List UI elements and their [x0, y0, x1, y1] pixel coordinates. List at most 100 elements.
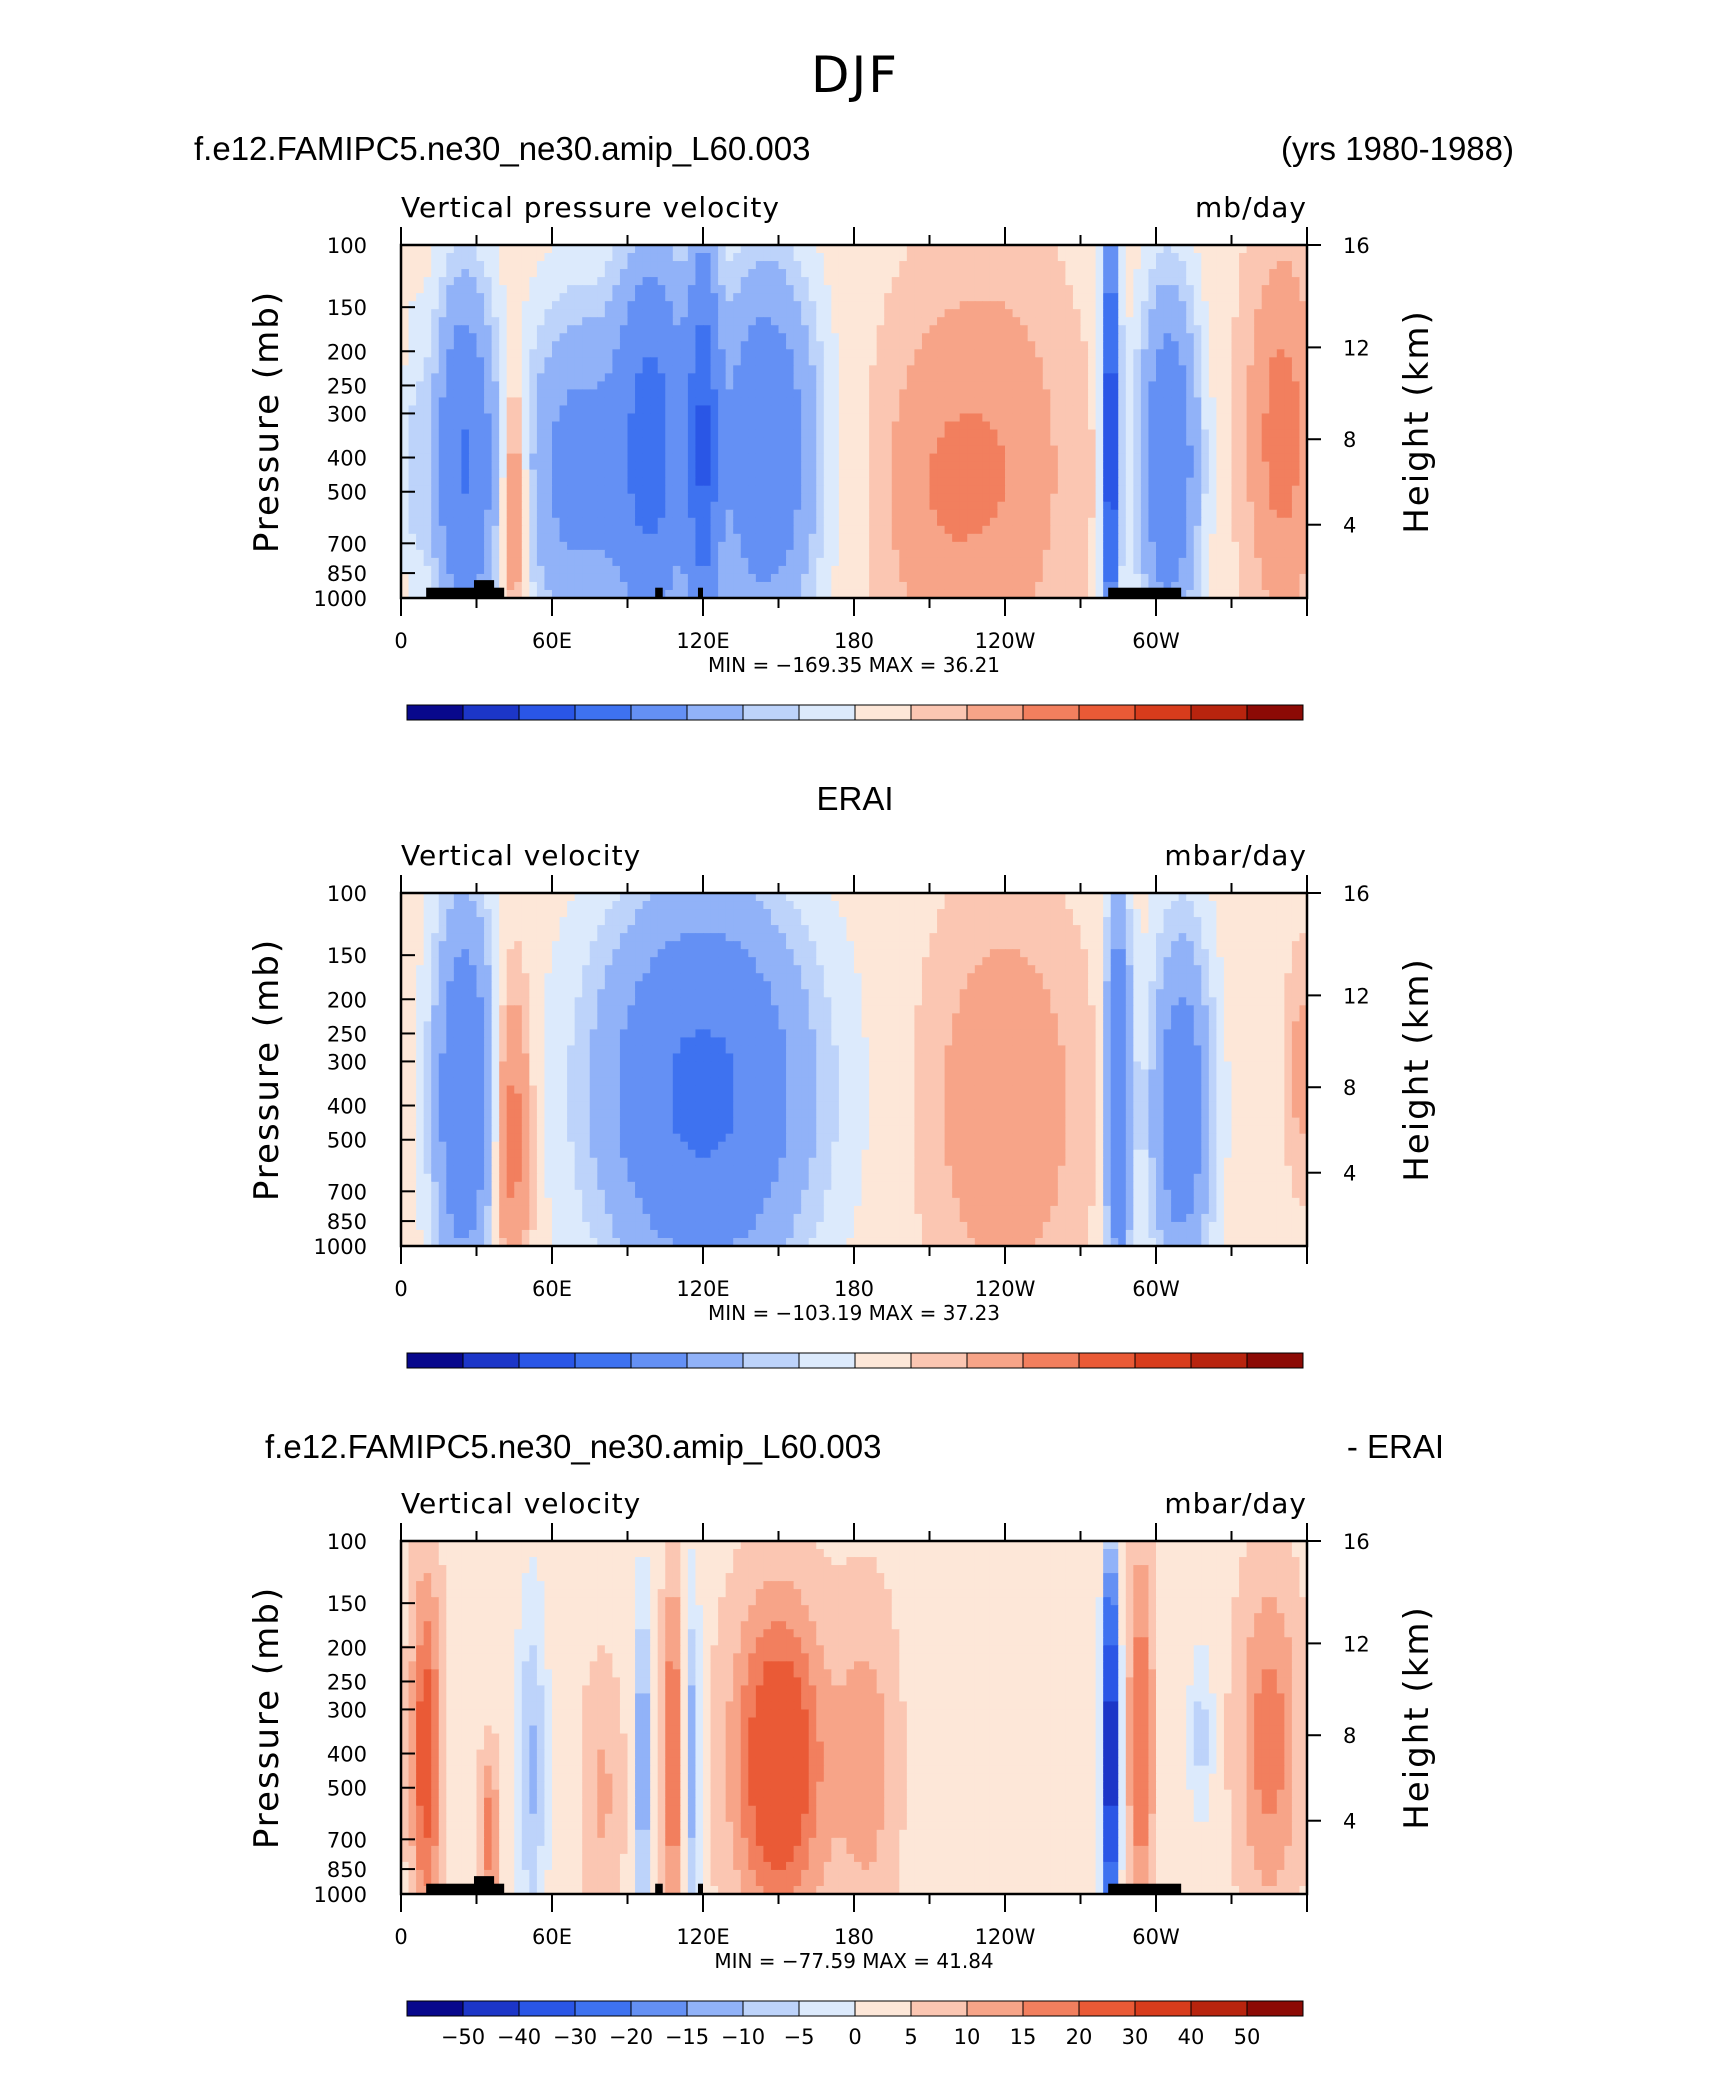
field-cell — [974, 445, 983, 455]
field-cell — [831, 365, 840, 374]
field-cell — [778, 397, 787, 407]
field-cell — [416, 261, 425, 270]
field-cell — [544, 341, 553, 350]
field-cell — [1201, 309, 1210, 318]
field-cell — [559, 525, 568, 535]
field-cell — [408, 261, 417, 270]
field-cell — [793, 397, 802, 407]
field-cell — [1035, 269, 1044, 278]
field-cell — [937, 501, 946, 511]
field-cell — [846, 373, 855, 382]
field-cell — [529, 413, 538, 423]
field-cell — [846, 389, 855, 399]
field-cell — [529, 357, 538, 366]
field-cell — [1057, 277, 1066, 286]
field-cell — [1269, 365, 1278, 374]
field-cell — [725, 333, 734, 342]
field-cell — [733, 365, 742, 374]
field-cell — [823, 573, 832, 583]
field-cell — [959, 405, 968, 415]
field-cell — [793, 573, 802, 583]
field-cell — [1148, 517, 1157, 527]
field-cell — [1140, 477, 1150, 487]
field-cell — [1095, 501, 1104, 511]
field-cell — [997, 405, 1006, 415]
field-cell — [431, 437, 440, 447]
field-cell — [1269, 333, 1278, 342]
field-cell — [1254, 509, 1263, 519]
field-cell — [567, 501, 576, 511]
field-cell — [1254, 373, 1263, 382]
field-cell — [416, 429, 425, 439]
field-cell — [695, 309, 704, 318]
field-cell — [748, 261, 757, 270]
field-cell — [816, 285, 825, 294]
field-cell — [1088, 389, 1097, 399]
field-cell — [1208, 245, 1217, 254]
field-cell — [906, 533, 915, 543]
field-cell — [1193, 333, 1202, 342]
field-cell — [1254, 389, 1263, 399]
field-cell — [642, 389, 651, 399]
field-cell — [929, 317, 938, 326]
field-cell — [801, 421, 810, 431]
field-cell — [491, 301, 500, 310]
field-cell — [846, 429, 855, 439]
field-cell — [552, 517, 561, 527]
field-cell — [944, 485, 953, 495]
field-cell — [491, 493, 500, 503]
field-cell — [1291, 349, 1301, 358]
field-cell — [846, 485, 855, 495]
field-cell — [1050, 517, 1059, 527]
field-cell — [657, 277, 666, 286]
field-cell — [1125, 437, 1134, 447]
field-cell — [1231, 381, 1240, 391]
field-cell — [861, 325, 870, 334]
field-cell — [401, 509, 410, 519]
field-cell — [672, 533, 681, 543]
field-cell — [770, 253, 780, 262]
field-cell — [793, 261, 802, 270]
field-cell — [619, 557, 629, 567]
field-cell — [974, 293, 983, 302]
field-cell — [1193, 309, 1202, 318]
field-cell — [838, 421, 848, 431]
field-cell — [763, 381, 772, 391]
field-cell — [635, 525, 644, 535]
field-cell — [1276, 477, 1285, 487]
field-cell — [725, 557, 734, 567]
field-cell — [1231, 557, 1240, 567]
field-cell — [423, 525, 432, 535]
field-cell — [801, 381, 810, 391]
field-cell — [665, 325, 674, 334]
field-cell — [1133, 413, 1142, 423]
field-cell — [604, 325, 613, 334]
field-cell — [718, 549, 727, 559]
field-cell — [604, 541, 613, 551]
field-cell — [1005, 429, 1014, 439]
field-cell — [997, 357, 1006, 366]
field-cell — [1072, 285, 1082, 294]
field-cell — [967, 381, 976, 391]
field-cell — [755, 397, 764, 407]
field-cell — [627, 261, 636, 270]
field-cell — [884, 437, 893, 447]
field-cell — [710, 565, 719, 575]
field-cell — [959, 565, 968, 575]
field-cell — [1072, 493, 1082, 503]
field-cell — [446, 253, 455, 262]
field-cell — [1291, 341, 1301, 350]
field-cell — [423, 509, 432, 519]
field-cell — [1088, 533, 1097, 543]
field-cell — [574, 517, 583, 527]
field-cell — [559, 573, 568, 583]
field-cell — [1208, 549, 1217, 559]
field-cell — [476, 269, 485, 278]
field-cell — [499, 389, 508, 399]
field-cell — [1299, 317, 1308, 326]
field-cell — [793, 317, 802, 326]
field-cell — [446, 365, 455, 374]
field-cell — [476, 333, 485, 342]
field-cell — [740, 261, 749, 270]
field-cell — [1276, 333, 1285, 342]
